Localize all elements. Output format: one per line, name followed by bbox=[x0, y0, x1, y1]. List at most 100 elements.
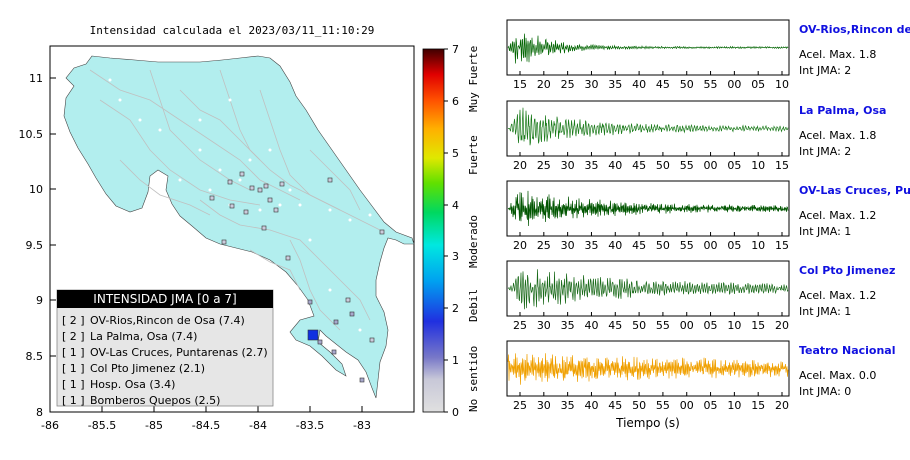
lat-tick-label: 9 bbox=[36, 294, 43, 307]
seismogram-tick-label: 40 bbox=[608, 239, 622, 252]
seismogram-tick-label: 50 bbox=[656, 159, 670, 172]
legend-item-jma: [ 1 ] bbox=[62, 346, 85, 359]
intensity-colorbar: 7 6 5 4 3 2 1 0 No sentido Debil Moderad… bbox=[422, 43, 480, 419]
seismogram-tick-label: 25 bbox=[561, 78, 575, 91]
colorbar-tick: 4 bbox=[452, 199, 459, 212]
colorbar-label-no-sentido: No sentido bbox=[467, 346, 480, 412]
seismogram-tick-label: 30 bbox=[561, 239, 575, 252]
seismogram-int-jma: Int JMA: 0 bbox=[799, 385, 851, 398]
seismogram-trace bbox=[507, 269, 789, 310]
colorbar-label-fuerte: Fuerte bbox=[467, 135, 480, 175]
seismogram-tick-label: 00 bbox=[680, 319, 694, 332]
seismogram-xlabel: Tiempo (s) bbox=[615, 416, 680, 430]
seismogram-int-jma: Int JMA: 1 bbox=[799, 305, 851, 318]
seismogram-int-jma: Int JMA: 2 bbox=[799, 64, 851, 77]
seismogram-tick-label: 20 bbox=[775, 319, 789, 332]
seismogram-tick-label: 35 bbox=[584, 239, 598, 252]
lon-tick-label: -85 bbox=[145, 419, 163, 432]
lat-tick-label: 11 bbox=[29, 72, 43, 85]
seismogram-int-jma: Int JMA: 2 bbox=[799, 145, 851, 158]
seismogram-tick-label: 15 bbox=[751, 319, 765, 332]
seismogram-tick-label: 15 bbox=[751, 399, 765, 412]
lat-tick-label: 8 bbox=[36, 406, 43, 419]
lon-tick-label: -83.5 bbox=[296, 419, 324, 432]
lon-tick-label: -85.5 bbox=[88, 419, 116, 432]
seismogram-tick-label: 15 bbox=[775, 239, 789, 252]
seismogram-tick-label: 40 bbox=[608, 159, 622, 172]
seismogram-tick-label: 35 bbox=[584, 159, 598, 172]
seismogram-tick-label: 05 bbox=[727, 239, 741, 252]
seismogram-tick-label: 55 bbox=[656, 399, 670, 412]
seismogram-acel-max: Acel. Max. 1.2 bbox=[799, 209, 876, 222]
seismogram-acel-max: Acel. Max. 1.2 bbox=[799, 289, 876, 302]
colorbar-tick: 2 bbox=[452, 302, 459, 315]
seismogram-station-name: OV-Las Cruces, Puntarenas bbox=[799, 184, 910, 197]
lon-tick-label: -84 bbox=[249, 419, 267, 432]
lat-tick-label: 10 bbox=[29, 183, 43, 196]
seismogram-tick-label: 40 bbox=[584, 319, 598, 332]
colorbar-tick: 6 bbox=[452, 95, 459, 108]
seismogram-tick-label: 00 bbox=[704, 239, 718, 252]
legend-item-jma: [ 1 ] bbox=[62, 378, 85, 391]
legend-item-text: OV-Rios,Rincon de Osa (7.4) bbox=[90, 314, 245, 327]
legend-item-jma: [ 2 ] bbox=[62, 314, 85, 327]
lat-tick-label: 9.5 bbox=[26, 239, 44, 252]
costa-rica-land bbox=[63, 55, 415, 399]
colorbar-tick: 1 bbox=[452, 354, 459, 367]
seismogram-tick-label: 25 bbox=[537, 159, 551, 172]
seismogram-tick-label: 25 bbox=[513, 319, 527, 332]
legend-item-jma: [ 1 ] bbox=[62, 362, 85, 375]
legend-item-text: Hosp. Osa (3.4) bbox=[90, 378, 175, 391]
seismogram-tick-label: 15 bbox=[775, 159, 789, 172]
seismogram-tick-label: 55 bbox=[680, 159, 694, 172]
lon-tick-label: -83 bbox=[353, 419, 371, 432]
legend-item-jma: [ 2 ] bbox=[62, 330, 85, 343]
colorbar-tick: 5 bbox=[452, 147, 459, 160]
colorbar-tick: 7 bbox=[452, 43, 459, 56]
seismogram-tick-label: 45 bbox=[656, 78, 670, 91]
seismogram-tick-label: 20 bbox=[513, 159, 527, 172]
seismogram-int-jma: Int JMA: 1 bbox=[799, 225, 851, 238]
seismogram-tick-label: 50 bbox=[680, 78, 694, 91]
seismogram-tick-label: 45 bbox=[632, 239, 646, 252]
seismogram-tick-label: 10 bbox=[751, 239, 765, 252]
seismogram-tick-label: 25 bbox=[513, 399, 527, 412]
seismogram-tick-label: 05 bbox=[727, 159, 741, 172]
seismogram-tick-label: 55 bbox=[680, 239, 694, 252]
seismogram-tick-label: 00 bbox=[727, 78, 741, 91]
lat-tick-label: 8.5 bbox=[26, 350, 44, 363]
seismogram-station-name: La Palma, Osa bbox=[799, 104, 886, 117]
colorbar-tick: 3 bbox=[452, 250, 459, 263]
legend-item-text: La Palma, Osa (7.4) bbox=[90, 330, 197, 343]
seismogram-tick-label: 10 bbox=[775, 78, 789, 91]
seismogram-station-name: OV-Rios,Rincon de Osa bbox=[799, 23, 910, 36]
legend-item-text: Col Pto Jimenez (2.1) bbox=[90, 362, 205, 375]
lat-tick-labels: 11 10.5 10 9.5 9 8.5 8 bbox=[19, 72, 44, 419]
seismogram-acel-max: Acel. Max. 0.0 bbox=[799, 369, 876, 382]
seismogram-tick-label: 20 bbox=[537, 78, 551, 91]
seismogram-tick-label: 20 bbox=[775, 399, 789, 412]
colorbar-label-moderado: Moderado bbox=[467, 215, 480, 268]
seismogram-tick-label: 10 bbox=[727, 319, 741, 332]
seismogram-tick-label: 50 bbox=[656, 239, 670, 252]
colorbar-label-muy-fuerte: Muy Fuerte bbox=[467, 46, 480, 112]
seismogram-tick-label: 55 bbox=[656, 319, 670, 332]
seismogram-tick-label: 30 bbox=[561, 159, 575, 172]
seismogram-tick-label: 35 bbox=[608, 78, 622, 91]
colorbar-tick: 0 bbox=[452, 406, 459, 419]
seismogram-trace bbox=[507, 33, 789, 64]
legend-item-text: Bomberos Quepos (2.5) bbox=[90, 394, 220, 407]
seismogram-station-name: Col Pto Jimenez bbox=[799, 264, 895, 277]
seismogram-tick-label: 40 bbox=[584, 399, 598, 412]
seismogram-tick-label: 30 bbox=[584, 78, 598, 91]
seismogram-tick-label: 05 bbox=[751, 78, 765, 91]
seismogram-panels: 15 20 25 30 35 40 45 50 55 00 05 10 OV-Rios,Rincon d… bbox=[506, 19, 910, 412]
lon-tick-label: -84.5 bbox=[192, 419, 220, 432]
seismogram-tick-label: 05 bbox=[704, 319, 718, 332]
seismogram-tick-label: 10 bbox=[727, 399, 741, 412]
seismogram-tick-label: 00 bbox=[680, 399, 694, 412]
seismogram-station-name: Teatro Nacional bbox=[799, 344, 896, 357]
seismogram-tick-label: 35 bbox=[561, 399, 575, 412]
seismogram-tick-label: 30 bbox=[537, 399, 551, 412]
